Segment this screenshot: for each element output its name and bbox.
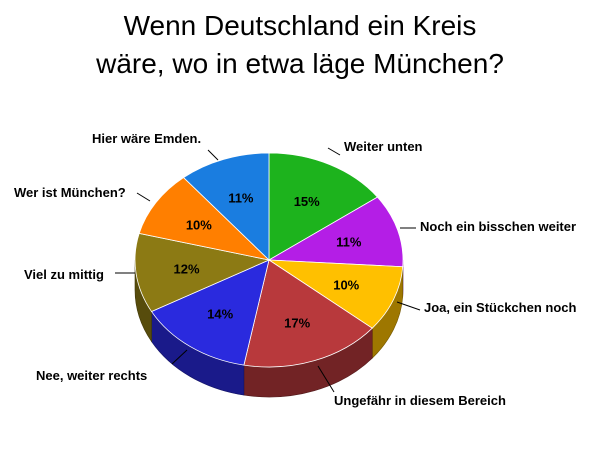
pie-slice [267, 259, 404, 329]
pie-slice [268, 152, 379, 261]
pie-slice [243, 259, 373, 368]
pie-slice [150, 259, 270, 366]
pie-percent-label: 12% [174, 261, 200, 276]
leader-line [171, 349, 188, 365]
pie-leader-lines [115, 147, 421, 393]
pie-percent-label: 14% [207, 307, 233, 322]
pie-category-label: Wer ist München? [14, 185, 126, 200]
pie-percent-label: 11% [228, 191, 254, 206]
pie-category-label: Hier wäre Emden. [92, 131, 201, 146]
leader-line [396, 301, 421, 311]
pie-slice [182, 152, 270, 261]
pie-percent-label: 11% [336, 234, 362, 249]
leader-line [317, 365, 335, 393]
pie-category-label: Viel zu mittig [24, 267, 104, 282]
pie-percent-label: 10% [186, 217, 212, 232]
pie-category-label: Joa, ein Stückchen noch [424, 300, 576, 315]
leader-line [136, 192, 151, 202]
pie-slice [267, 196, 404, 268]
pie-category-label: Noch ein bisschen weiter [420, 219, 576, 234]
pie-percent-label: 17% [284, 315, 310, 330]
pie-percent-labels: 15% 11% 10% 17% 14% 12% 10% 11% [174, 191, 362, 331]
leader-line [207, 149, 219, 161]
leader-line [327, 147, 341, 156]
pie-category-label: Nee, weiter rechts [36, 368, 147, 383]
pie-category-label: Weiter unten [344, 139, 423, 154]
pie-top [134, 152, 404, 368]
pie-slice [138, 177, 271, 261]
chart-title-line-2: wäre, wo in etwa läge München? [95, 48, 504, 79]
pie-category-label: Ungefähr in diesem Bereich [334, 393, 506, 408]
chart-title-line-1: Wenn Deutschland ein Kreis [124, 10, 477, 41]
pie-percent-label: 15% [294, 194, 320, 209]
pie-percent-label: 10% [333, 277, 359, 292]
pie-slice [134, 232, 271, 313]
pie-category-labels: Weiter unten Noch ein bisschen weiter Joa,… [14, 131, 576, 408]
